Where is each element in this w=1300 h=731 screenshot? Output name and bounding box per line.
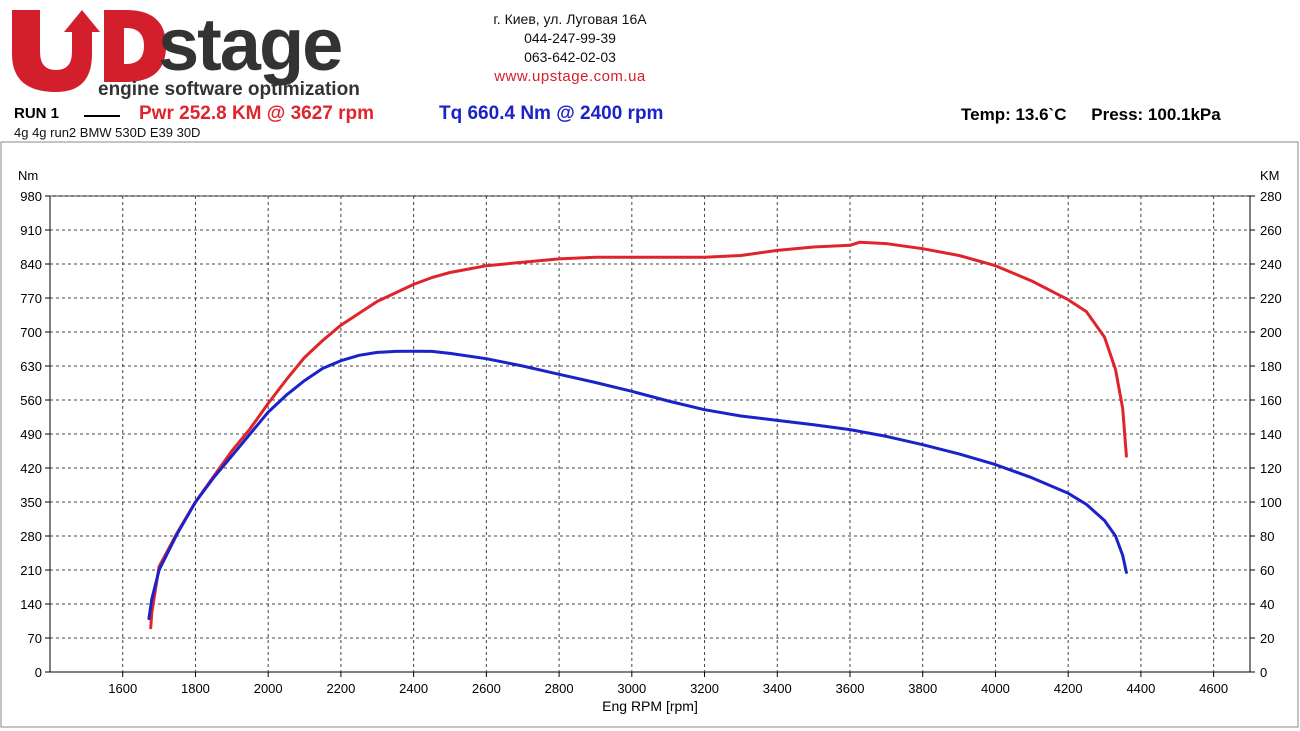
series-line-tq (147, 349, 1128, 621)
torque-summary: Tq 660.4 Nm @ 2400 rpm (439, 103, 664, 124)
axis-layer: 1600 1800 2000 2200 2400 2600 2800 3000 3200 3400… (20, 189, 1281, 696)
x-tick-label: 4000 (981, 681, 1010, 696)
y-right-tick-label: 180 (1260, 359, 1282, 374)
y-left-tick-label: 770 (20, 291, 42, 306)
y-left-tick-label: 0 (35, 665, 42, 680)
y-right-tick-label: 40 (1260, 597, 1274, 612)
x-tick-label: 2600 (472, 681, 501, 696)
y-left-tick-label: 70 (28, 631, 42, 646)
environment-info: Temp: 13.6`C Press: 100.1kPa (961, 105, 1241, 125)
x-tick-label: 3000 (617, 681, 646, 696)
dyno-chart: 1600 1800 2000 2200 2400 2600 2800 3000 3200 3400… (0, 141, 1299, 728)
y-left-tick-label: 280 (20, 529, 42, 544)
address-text: г. Киев, ул. Луговая 16А (493, 11, 647, 27)
y-right-tick-label: 60 (1260, 563, 1274, 578)
x-tick-label: 2400 (399, 681, 428, 696)
y-right-tick-label: 200 (1260, 325, 1282, 340)
phone-1: 044-247-99-39 (524, 30, 616, 46)
phone-2: 063-642-02-03 (524, 49, 616, 65)
y-right-tick-label: 20 (1260, 631, 1274, 646)
run-summary-row: RUN 1 Pwr 252.8 KM @ 3627 rpm Tq 660.4 N… (14, 103, 1294, 127)
x-tick-label: 3600 (836, 681, 865, 696)
y-right-tick-label: 160 (1260, 393, 1282, 408)
y-right-tick-label: 140 (1260, 427, 1282, 442)
y-right-tick-label: 280 (1260, 189, 1282, 204)
y-right-tick-label: 0 (1260, 665, 1267, 680)
y-left-tick-label: 140 (20, 597, 42, 612)
x-tick-label: 1800 (181, 681, 210, 696)
y-right-tick-label: 80 (1260, 529, 1274, 544)
temperature-text: Temp: 13.6`C (961, 105, 1067, 124)
y-left-tick-label: 910 (20, 223, 42, 238)
website-link[interactable]: www.upstage.com.ua (494, 68, 646, 85)
y-left-tick-label: 630 (20, 359, 42, 374)
run-label: RUN 1 (14, 105, 60, 122)
y-left-tick-label: 700 (20, 325, 42, 340)
y-left-tick-label: 980 (20, 189, 42, 204)
logo-brand-text: stage (158, 3, 341, 86)
series-layer (147, 240, 1128, 630)
x-tick-label: 4600 (1199, 681, 1228, 696)
logo-d-shape (104, 10, 166, 82)
y-right-tick-label: 220 (1260, 291, 1282, 306)
x-tick-label: 3800 (908, 681, 937, 696)
y-left-tick-label: 350 (20, 495, 42, 510)
y-axis-label-left: Nm (18, 168, 38, 183)
y-left-tick-label: 420 (20, 461, 42, 476)
chart-frame (0, 141, 1299, 728)
y-left-tick-label: 840 (20, 257, 42, 272)
y-left-tick-label: 490 (20, 427, 42, 442)
x-tick-label: 4400 (1126, 681, 1155, 696)
x-tick-label: 1600 (108, 681, 137, 696)
x-tick-label: 4200 (1054, 681, 1083, 696)
run-legend-line (84, 115, 120, 117)
y-axis-label-right: KM (1260, 168, 1280, 183)
x-tick-label: 3200 (690, 681, 719, 696)
y-left-tick-label: 210 (20, 563, 42, 578)
x-tick-label: 2000 (254, 681, 283, 696)
y-right-tick-label: 100 (1260, 495, 1282, 510)
x-tick-label: 2200 (326, 681, 355, 696)
logo-tagline: engine software optimization (98, 79, 360, 100)
x-tick-label: 3400 (763, 681, 792, 696)
y-left-tick-label: 560 (20, 393, 42, 408)
power-summary: Pwr 252.8 KM @ 3627 rpm (139, 103, 375, 124)
x-tick-label: 2800 (545, 681, 574, 696)
y-right-tick-label: 260 (1260, 223, 1282, 238)
grid-layer (50, 195, 1250, 672)
logo-u-shape (12, 10, 100, 92)
series-line-pwr (149, 240, 1128, 630)
x-axis-label: Eng RPM [rpm] (602, 698, 698, 714)
y-right-tick-label: 240 (1260, 257, 1282, 272)
contact-block: г. Киев, ул. Луговая 16А 044-247-99-39 0… (440, 10, 700, 86)
pressure-text: Press: 100.1kPa (1091, 105, 1221, 124)
y-right-tick-label: 120 (1260, 461, 1282, 476)
upstage-logo: stage engine software optimization (12, 3, 360, 100)
run-description: 4g 4g run2 BMW 530D E39 30D (14, 125, 201, 140)
